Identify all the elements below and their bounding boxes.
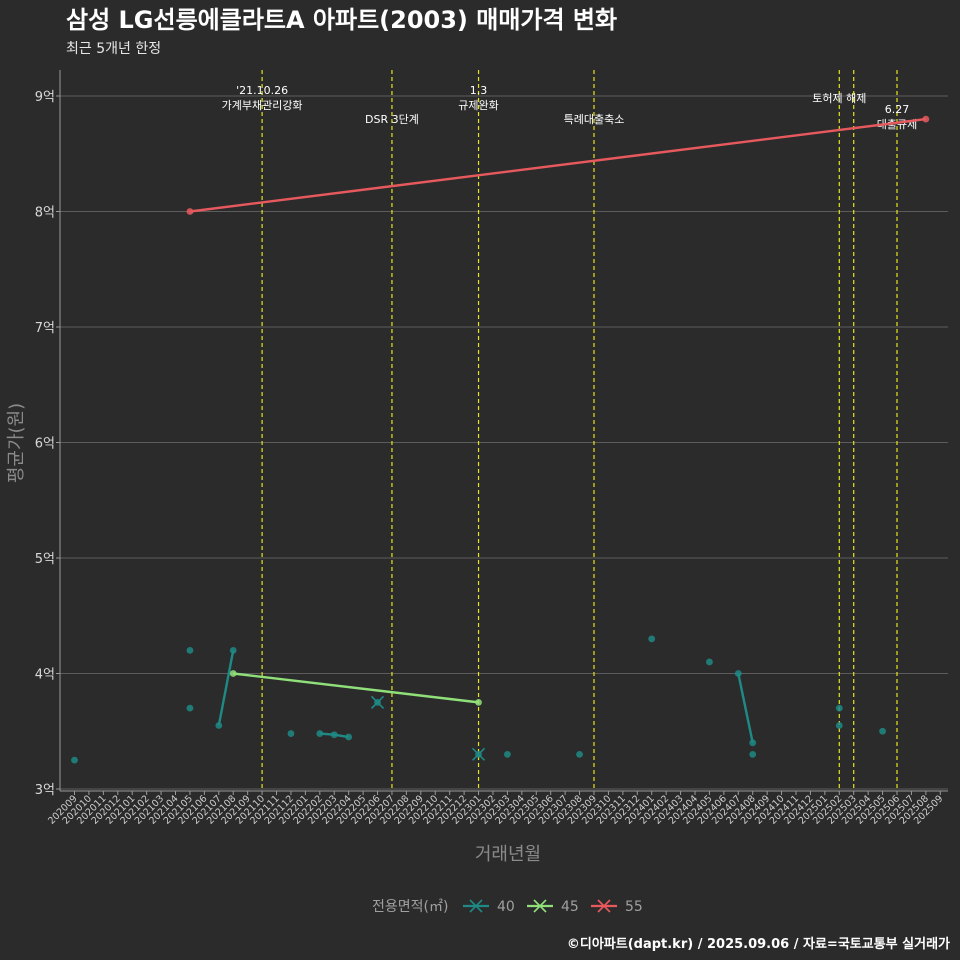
y-tick-label: 6억 bbox=[35, 437, 55, 452]
chart-title: 삼성 LG선릉에클라트A 아파트(2003) 매매가격 변화 bbox=[66, 6, 617, 34]
legend-key-marker bbox=[597, 899, 611, 913]
data-point bbox=[749, 750, 757, 758]
y-tick-label: 4억 bbox=[35, 668, 55, 683]
event-label: DSR 3단계 bbox=[365, 113, 419, 126]
data-point bbox=[316, 730, 324, 737]
cross-marker bbox=[471, 747, 486, 761]
y-axis-title: 평균가(원) bbox=[6, 403, 27, 483]
legend-label: 40 bbox=[497, 899, 515, 915]
data-point bbox=[835, 704, 843, 712]
data-point bbox=[504, 750, 511, 758]
event-label: 1.3 규제완화 bbox=[458, 84, 498, 112]
x-axis: 2020092020102020112020122021012021022021… bbox=[46, 790, 948, 827]
series-line bbox=[189, 117, 927, 213]
data-point bbox=[229, 647, 237, 654]
data-point bbox=[922, 115, 930, 123]
legend-key-marker bbox=[469, 899, 483, 913]
event-label: '21.10.26 가계부채관리강화 bbox=[222, 84, 303, 112]
data-point bbox=[749, 739, 757, 747]
data-series bbox=[71, 115, 930, 764]
data-point bbox=[186, 704, 194, 712]
series-line bbox=[737, 673, 754, 744]
y-tick-label: 7억 bbox=[35, 321, 55, 336]
y-tick-label: 8억 bbox=[35, 206, 55, 221]
series-line bbox=[217, 650, 235, 726]
caption: ©디아파트(dapt.kr) / 2025.09.06 / 자료=국토교통부 실… bbox=[567, 936, 950, 952]
data-point bbox=[475, 698, 482, 706]
data-point bbox=[186, 208, 194, 215]
series-45 bbox=[229, 670, 482, 706]
gridlines bbox=[60, 95, 948, 790]
series-line bbox=[233, 672, 479, 704]
data-point bbox=[330, 731, 338, 739]
y-tick-label: 9억 bbox=[35, 90, 55, 105]
legend: 전용면적(㎡) 40 45 55 bbox=[372, 899, 643, 915]
data-point bbox=[71, 756, 78, 764]
legend-label: 45 bbox=[561, 899, 579, 915]
data-point bbox=[734, 670, 742, 677]
series-55 bbox=[186, 115, 930, 215]
legend-title: 전용면적(㎡) bbox=[372, 899, 448, 915]
data-point bbox=[835, 722, 843, 729]
data-point bbox=[186, 647, 194, 654]
data-point bbox=[215, 722, 223, 729]
y-tick-label: 3억 bbox=[35, 783, 55, 798]
legend-label: 55 bbox=[625, 899, 643, 915]
y-axis: 3억 4억 5억 6억 7억 8억 9억 bbox=[35, 70, 61, 798]
event-label: 특례대출축소 bbox=[564, 113, 625, 126]
data-point bbox=[648, 635, 656, 643]
data-point bbox=[287, 730, 295, 737]
x-axis-title: 거래년월 bbox=[475, 844, 541, 865]
y-tick-label: 5억 bbox=[35, 552, 55, 567]
legend-key-marker bbox=[533, 899, 547, 913]
series-40 bbox=[71, 635, 886, 764]
data-point bbox=[706, 658, 713, 666]
event-label: 토허제 해제 bbox=[812, 91, 866, 105]
data-point bbox=[879, 727, 886, 735]
event-label: 6.27 대출규제 bbox=[877, 103, 917, 131]
data-point bbox=[345, 733, 353, 741]
cross-marker bbox=[370, 695, 385, 709]
data-point bbox=[576, 750, 583, 758]
chart-subtitle: 최근 5개년 한정 bbox=[66, 41, 161, 57]
data-point bbox=[229, 670, 237, 677]
